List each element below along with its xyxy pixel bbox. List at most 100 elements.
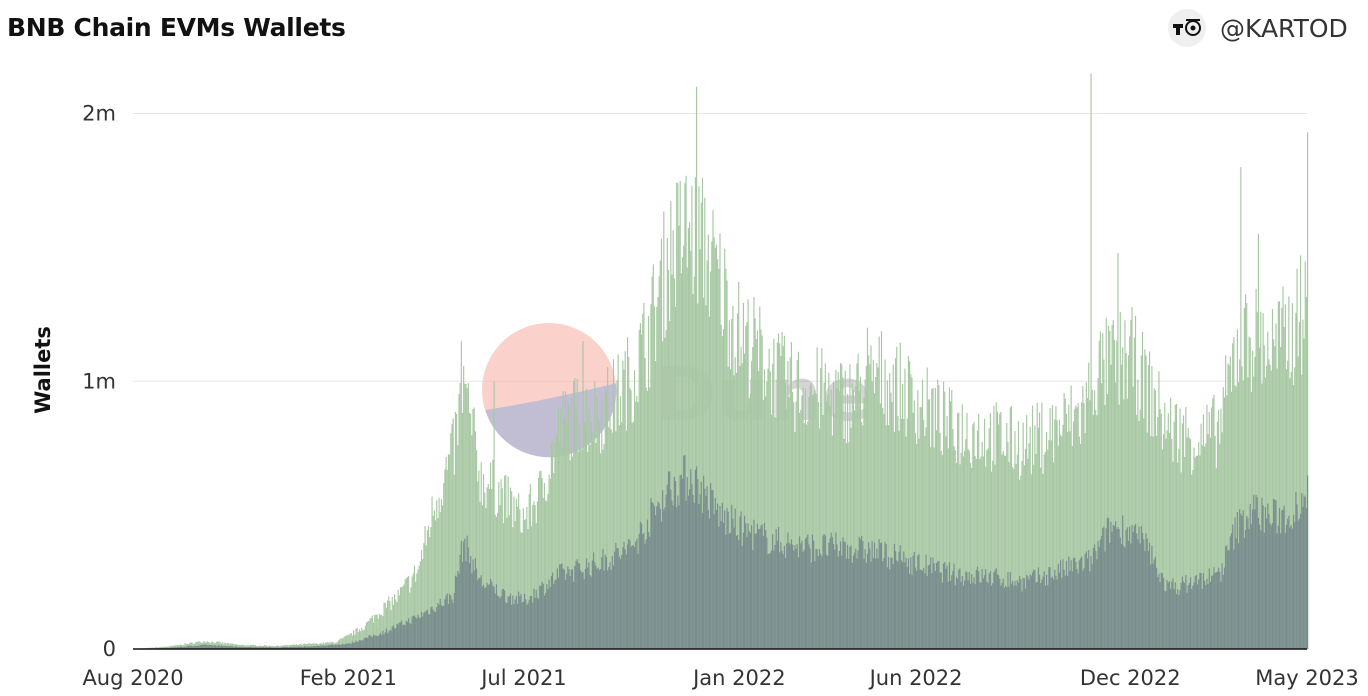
bar-base-753 bbox=[1014, 580, 1016, 649]
bar-base-599 bbox=[834, 549, 836, 649]
bar-total-359 bbox=[553, 472, 555, 649]
bar-total-655 bbox=[899, 342, 901, 649]
bar-total-394 bbox=[594, 381, 596, 649]
bar-base-110 bbox=[261, 647, 263, 649]
bar-base-902 bbox=[1188, 582, 1190, 649]
bar-total-267 bbox=[445, 456, 447, 649]
bar-base-562 bbox=[790, 539, 792, 649]
bar-base-335 bbox=[525, 599, 527, 649]
bar-total-448 bbox=[657, 297, 659, 649]
bar-total-562 bbox=[790, 342, 792, 649]
bar-base-805 bbox=[1075, 562, 1077, 649]
bar-base-324 bbox=[512, 595, 514, 649]
bar-total-210 bbox=[378, 614, 380, 649]
bar-total-275 bbox=[454, 411, 457, 649]
bar-total-325 bbox=[513, 496, 515, 649]
bar-total-871 bbox=[1152, 436, 1154, 649]
bar-base-580 bbox=[811, 534, 814, 649]
bar-base-145 bbox=[302, 646, 304, 649]
bar-base-232 bbox=[404, 625, 406, 649]
bar-base-298 bbox=[481, 586, 483, 649]
bar-total-889 bbox=[1173, 421, 1175, 649]
bar-base-406 bbox=[608, 567, 610, 649]
bar-total-182 bbox=[346, 635, 348, 649]
bar-base-285 bbox=[466, 535, 468, 649]
author-badge[interactable]: @KARTOD bbox=[1168, 8, 1368, 48]
bar-total-913 bbox=[1201, 445, 1203, 649]
bar-base-267 bbox=[445, 595, 447, 649]
bar-total-296 bbox=[479, 501, 481, 649]
bar-total-686 bbox=[935, 430, 938, 649]
bar-total-766 bbox=[1029, 426, 1031, 649]
bar-base-499 bbox=[717, 503, 719, 649]
bar-base-35 bbox=[173, 647, 176, 649]
bar-base-76 bbox=[221, 645, 224, 649]
bar-total-499 bbox=[717, 259, 719, 649]
bar-base-399 bbox=[600, 569, 602, 649]
bar-total-792 bbox=[1060, 434, 1062, 649]
bar-total-885 bbox=[1168, 433, 1171, 649]
bar-total-203 bbox=[370, 617, 372, 649]
avatar[interactable] bbox=[1168, 9, 1206, 47]
bar-base-832 bbox=[1106, 517, 1109, 649]
bar-total-985 bbox=[1285, 369, 1288, 649]
bar-total-337 bbox=[527, 528, 529, 649]
bar-total-594 bbox=[828, 373, 830, 649]
bar-base-924 bbox=[1214, 572, 1216, 649]
bar-base-726 bbox=[982, 578, 984, 649]
bar-total-227 bbox=[398, 595, 400, 649]
bar-total-196 bbox=[362, 630, 364, 649]
bar-total-303 bbox=[487, 483, 489, 649]
bar-total-80 bbox=[226, 643, 228, 649]
bar-total-621 bbox=[859, 376, 862, 649]
bar-total-383 bbox=[581, 449, 583, 649]
bar-base-246 bbox=[420, 611, 423, 649]
bar-total-818 bbox=[1090, 73, 1092, 649]
bar-base-34 bbox=[172, 647, 174, 649]
bar-total-258 bbox=[434, 520, 437, 649]
bar-total-521 bbox=[742, 302, 744, 649]
bar-base-263 bbox=[440, 605, 443, 649]
bar-total-366 bbox=[561, 447, 563, 649]
bar-base-65 bbox=[209, 645, 211, 649]
bar-total-237 bbox=[410, 587, 412, 649]
bar-total-668 bbox=[914, 432, 917, 649]
bar-base-508 bbox=[727, 511, 729, 649]
bar-total-219 bbox=[389, 600, 391, 649]
bar-base-774 bbox=[1038, 574, 1041, 649]
bar-base-561 bbox=[789, 544, 791, 649]
bar-total-419 bbox=[623, 369, 625, 649]
bar-base-966 bbox=[1263, 532, 1265, 649]
bar-base-933 bbox=[1225, 546, 1227, 649]
bar-base-587 bbox=[820, 553, 822, 649]
bar-base-676 bbox=[924, 573, 926, 649]
bar-base-518 bbox=[739, 516, 741, 649]
bar-base-858 bbox=[1137, 539, 1139, 649]
bar-base-799 bbox=[1068, 556, 1070, 649]
bar-total-745 bbox=[1005, 455, 1007, 649]
bar-total-446 bbox=[655, 361, 657, 649]
bar-total-464 bbox=[676, 182, 678, 649]
bar-total-420 bbox=[624, 351, 626, 649]
bar-base-329 bbox=[518, 591, 520, 649]
bar-total-806 bbox=[1076, 407, 1078, 649]
bar-total-444 bbox=[652, 264, 654, 649]
bar-base-383 bbox=[581, 572, 583, 649]
bar-base-1003 bbox=[1307, 475, 1309, 649]
bar-base-97 bbox=[246, 647, 248, 649]
bar-base-253 bbox=[429, 614, 431, 649]
bar-base-826 bbox=[1099, 539, 1101, 649]
author-name[interactable]: @KARTOD bbox=[1220, 13, 1348, 43]
bar-total-483 bbox=[698, 186, 700, 649]
bar-total-305 bbox=[490, 462, 492, 649]
bar-total-952 bbox=[1247, 377, 1249, 649]
bar-base-628 bbox=[868, 542, 870, 649]
bar-base-361 bbox=[555, 579, 557, 649]
bar-total-245 bbox=[419, 561, 421, 649]
bar-base-973 bbox=[1271, 522, 1274, 649]
bar-total-827 bbox=[1100, 383, 1103, 649]
bar-total-316 bbox=[502, 523, 505, 649]
bar-base-214 bbox=[383, 634, 385, 649]
bar-base-996 bbox=[1298, 518, 1300, 649]
bar-base-585 bbox=[817, 556, 819, 649]
